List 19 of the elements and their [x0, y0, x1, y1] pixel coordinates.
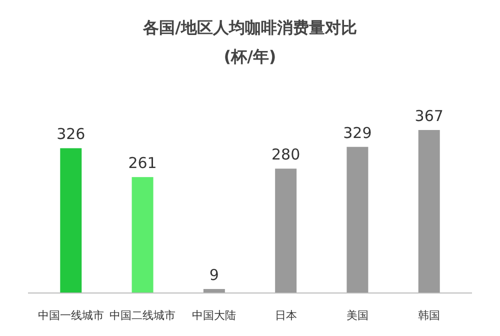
bar [132, 177, 154, 293]
x-tick-label: 韩国 [418, 309, 440, 322]
data-label: 367 [414, 107, 444, 125]
bar [346, 146, 368, 293]
x-tick-label: 中国一线城市 [38, 309, 104, 322]
bar [418, 130, 440, 293]
bar [60, 148, 82, 293]
x-tick-label: 中国大陆 [192, 309, 236, 322]
x-tick-label: 中国二线城市 [110, 309, 176, 322]
data-label: 9 [209, 266, 219, 284]
bar [275, 168, 297, 293]
x-tick-label: 美国 [346, 309, 368, 322]
chart-title: 各国/地区人均咖啡消费量对比 [142, 18, 357, 37]
data-label: 326 [56, 125, 86, 144]
data-label: 280 [272, 146, 300, 164]
x-tick-label: 日本 [274, 309, 297, 322]
data-label: 261 [128, 154, 157, 172]
chart-subtitle: (杯/年) [224, 47, 276, 66]
data-label: 329 [343, 124, 372, 142]
